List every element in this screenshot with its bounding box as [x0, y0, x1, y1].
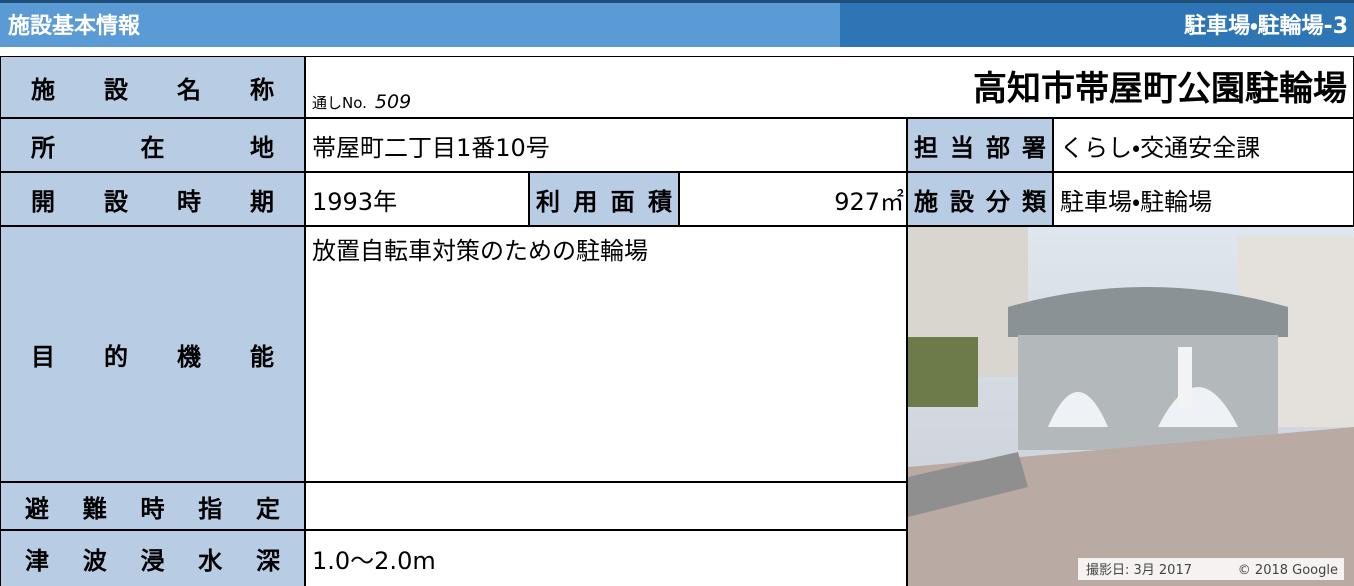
- label-cell: 施設名称: [1, 57, 304, 117]
- label-cell: 所在地: [1, 119, 304, 171]
- header-right: 駐車場・駐輪場-3: [840, 0, 1354, 47]
- label-cell: 避難時指定: [1, 483, 304, 529]
- area-cell: 927㎡: [680, 173, 906, 225]
- opened-label: 開設時期: [31, 187, 274, 216]
- purpose: 放置自転車対策のための駐輪場: [312, 237, 648, 265]
- serial: 509: [374, 91, 412, 113]
- department-label: 担当部署: [914, 133, 1046, 162]
- opened-cell: 1993年: [306, 173, 528, 225]
- area: 927㎡: [834, 187, 904, 216]
- location-label: 所在地: [31, 133, 274, 162]
- category-cell: 駐車場・駐輪場: [1054, 173, 1353, 225]
- label-cell: 津波浸水深: [1, 531, 304, 586]
- facility-photo: 撮影日: 3月 2017 © 2018 Google: [908, 227, 1354, 586]
- category: 駐車場・駐輪場: [1060, 187, 1213, 216]
- label-cell: 利用面積: [530, 173, 678, 225]
- serial-label: 通しNo.: [312, 94, 367, 112]
- label-cell: 担当部署: [908, 119, 1052, 171]
- name-cell: 通しNo. 509 高知市帯屋町公園駐輪場: [306, 57, 1353, 117]
- evacuation-label: 避難時指定: [25, 494, 280, 523]
- photo-credit: © 2018 Google: [1238, 563, 1338, 578]
- location-cell: 帯屋町二丁目1番10号: [306, 119, 906, 171]
- location: 帯屋町二丁目1番10号: [312, 133, 550, 162]
- name-label: 施設名称: [31, 75, 274, 104]
- header-code: 駐車場・駐輪場-3: [1184, 14, 1348, 39]
- opened: 1993年: [312, 187, 398, 216]
- tsunami-cell: 1.0〜2.0m: [306, 531, 906, 586]
- tsunami-label: 津波浸水深: [25, 547, 280, 575]
- area-label: 利用面積: [536, 187, 672, 216]
- department-cell: くらし・交通安全課: [1054, 119, 1353, 171]
- info-table: 施設名称 通しNo. 509 高知市帯屋町公園駐輪場 所在地 帯屋町二丁目1番1…: [0, 56, 1354, 586]
- evacuation-cell: [306, 483, 906, 529]
- label-cell: 目的機能: [1, 227, 304, 481]
- header-left: 施設基本情報: [0, 0, 840, 47]
- tsunami: 1.0〜2.0m: [312, 547, 436, 575]
- header-title: 施設基本情報: [8, 14, 141, 39]
- label-cell: 開設時期: [1, 173, 304, 225]
- purpose-label: 目的機能: [31, 342, 274, 371]
- facility-name: 高知市帯屋町公園駐輪場: [973, 68, 1347, 109]
- label-cell: 施設分類: [908, 173, 1052, 225]
- department: くらし・交通安全課: [1060, 133, 1261, 162]
- purpose-cell: 放置自転車対策のための駐輪場: [306, 227, 906, 481]
- category-label: 施設分類: [914, 187, 1046, 216]
- photo-date: 撮影日: 3月 2017: [1086, 562, 1192, 578]
